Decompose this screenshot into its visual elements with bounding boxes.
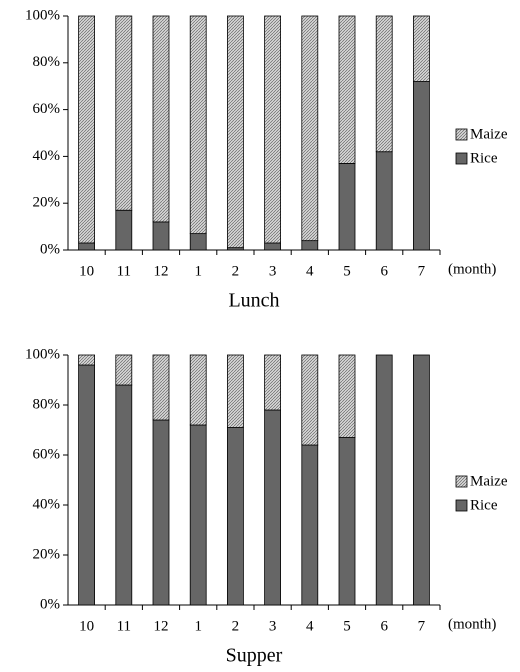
x-tick-label: 1 bbox=[194, 618, 202, 634]
x-tick-label: 6 bbox=[380, 263, 388, 279]
bar-segment bbox=[78, 364, 95, 606]
bar-segment bbox=[226, 15, 244, 249]
x-tick-label: 4 bbox=[306, 618, 314, 634]
legend-label: Maize bbox=[470, 473, 508, 489]
bar-segment bbox=[152, 419, 170, 606]
y-tick-label: 20% bbox=[33, 195, 61, 211]
bar-segment bbox=[226, 354, 244, 428]
x-tick-label: 2 bbox=[232, 263, 240, 279]
bar-segment bbox=[115, 384, 133, 606]
bar-segment bbox=[264, 242, 282, 251]
x-tick-label: 2 bbox=[232, 618, 240, 634]
y-tick-label: 60% bbox=[33, 101, 61, 117]
bar-segment bbox=[338, 163, 356, 251]
x-tick-label: 12 bbox=[154, 618, 169, 634]
bar-segment bbox=[115, 354, 133, 386]
x-tick-label: 12 bbox=[154, 263, 169, 279]
legend-swatch bbox=[455, 128, 468, 141]
legend-label: Maize bbox=[470, 126, 508, 142]
y-tick-label: 100% bbox=[25, 7, 60, 23]
bar-segment bbox=[189, 15, 207, 235]
bar-segment bbox=[301, 240, 319, 251]
x-tick-label: 5 bbox=[343, 618, 351, 634]
bar-segment bbox=[264, 15, 282, 244]
y-tick-label: 40% bbox=[33, 148, 61, 164]
bar-segment bbox=[412, 81, 430, 251]
bar-segment bbox=[226, 427, 244, 606]
bar-segment bbox=[115, 209, 133, 251]
x-tick-label: 7 bbox=[418, 263, 426, 279]
y-tick-label: 0% bbox=[40, 241, 60, 257]
legend-swatch bbox=[455, 152, 468, 165]
x-tick-label: 5 bbox=[343, 263, 351, 279]
bar-segment bbox=[338, 354, 356, 438]
bar-segment bbox=[338, 437, 356, 606]
bar-segment bbox=[301, 354, 319, 446]
y-tick-label: 60% bbox=[33, 446, 61, 462]
x-tick-label: 3 bbox=[269, 263, 277, 279]
x-axis-label: (month) bbox=[448, 261, 496, 277]
bar-segment bbox=[375, 354, 393, 606]
bar-segment bbox=[152, 15, 170, 223]
legend-swatch bbox=[455, 475, 468, 488]
y-tick-label: 100% bbox=[25, 346, 60, 362]
x-tick-label: 3 bbox=[269, 618, 277, 634]
bar-segment bbox=[78, 354, 95, 366]
chart-title: Supper bbox=[226, 645, 283, 667]
bar-segment bbox=[189, 424, 207, 606]
bar-segment bbox=[412, 15, 430, 82]
legend-label: Rice bbox=[470, 497, 498, 513]
x-tick-label: 11 bbox=[117, 263, 131, 279]
y-tick-label: 20% bbox=[33, 546, 61, 562]
y-tick-label: 80% bbox=[33, 54, 61, 70]
x-tick-label: 1 bbox=[194, 263, 202, 279]
bar-segment bbox=[189, 233, 207, 251]
bar-segment bbox=[189, 354, 207, 426]
y-tick-label: 80% bbox=[33, 396, 61, 412]
bar-segment bbox=[78, 242, 95, 251]
legend-label: Rice bbox=[470, 150, 498, 166]
x-tick-label: 7 bbox=[418, 618, 426, 634]
x-tick-label: 10 bbox=[79, 618, 94, 634]
y-tick-label: 0% bbox=[40, 596, 60, 612]
bar-segment bbox=[338, 15, 356, 164]
bar-segment bbox=[264, 354, 282, 411]
bar-segment bbox=[264, 409, 282, 606]
y-tick-label: 40% bbox=[33, 496, 61, 512]
x-axis-label: (month) bbox=[448, 616, 496, 632]
bar-segment bbox=[78, 15, 95, 244]
x-tick-label: 6 bbox=[380, 618, 388, 634]
bar-segment bbox=[375, 151, 393, 251]
x-tick-label: 4 bbox=[306, 263, 314, 279]
bar-segment bbox=[301, 444, 319, 606]
x-tick-label: 11 bbox=[117, 618, 131, 634]
bar-segment bbox=[375, 15, 393, 153]
bar-segment bbox=[152, 221, 170, 251]
x-tick-label: 10 bbox=[79, 263, 94, 279]
chart-title: Lunch bbox=[228, 290, 279, 312]
bar-segment bbox=[301, 15, 319, 242]
bar-segment bbox=[115, 15, 133, 211]
legend-swatch bbox=[455, 499, 468, 512]
bar-segment bbox=[152, 354, 170, 421]
bar-segment bbox=[412, 354, 430, 606]
